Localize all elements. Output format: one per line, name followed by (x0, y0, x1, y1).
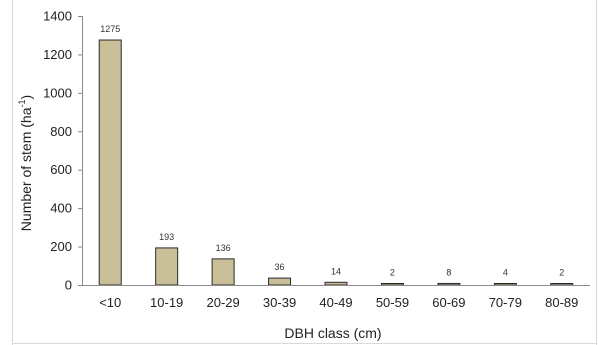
x-tick-label: 40-49 (319, 295, 352, 310)
bar (550, 283, 574, 286)
data-label: 4 (503, 268, 508, 278)
x-tick-label: 70-79 (489, 295, 522, 310)
x-tick-label: 30-39 (263, 295, 296, 310)
y-axis-title-main: Number of stem (ha (18, 107, 34, 231)
x-tick-label: 60-69 (432, 295, 465, 310)
y-tick-label: 1400 (43, 9, 72, 24)
bar (380, 283, 404, 286)
data-label: 14 (331, 266, 341, 276)
x-axis-ticks: <10 10-19 20-29 30-39 40-49 50-59 60-69 70-79 80… (99, 295, 578, 310)
y-axis-ticks: 0 200 400 600 800 1000 1200 1400 (43, 9, 82, 293)
y-axis-title-close: ) (18, 95, 34, 100)
bar (268, 277, 292, 286)
bar (98, 39, 122, 286)
y-axis-title-superscript: -1 (17, 99, 27, 107)
data-label: 36 (275, 262, 285, 272)
y-tick-label: 1000 (43, 85, 72, 100)
x-tick-label: <10 (99, 295, 121, 310)
x-tick-label: 10-19 (150, 295, 183, 310)
bar (493, 283, 517, 286)
y-tick-label: 400 (50, 201, 72, 216)
x-axis-title: DBH class (cm) (284, 325, 381, 341)
y-tick-label: 0 (65, 278, 72, 293)
x-tick-label: 50-59 (376, 295, 409, 310)
data-label: 2 (559, 268, 564, 278)
y-axis-title: Number of stem (ha-1) (17, 95, 34, 231)
y-tick-label: 1200 (43, 47, 72, 62)
y-tick-label: 800 (50, 124, 72, 139)
bar (437, 282, 461, 286)
data-labels-group: 1275 193 136 36 14 2 8 4 2 (100, 24, 564, 277)
bar (155, 247, 179, 286)
data-label: 8 (446, 267, 451, 277)
x-tick-label: 80-89 (545, 295, 578, 310)
x-tick-label: 20-29 (206, 295, 239, 310)
data-label: 136 (216, 243, 231, 253)
data-label: 2 (390, 268, 395, 278)
bar (324, 281, 348, 286)
bars-group (98, 39, 574, 286)
data-label: 1275 (100, 24, 120, 34)
y-tick-label: 200 (50, 239, 72, 254)
bar (211, 258, 235, 286)
y-tick-label: 600 (50, 162, 72, 177)
data-label: 193 (159, 232, 174, 242)
